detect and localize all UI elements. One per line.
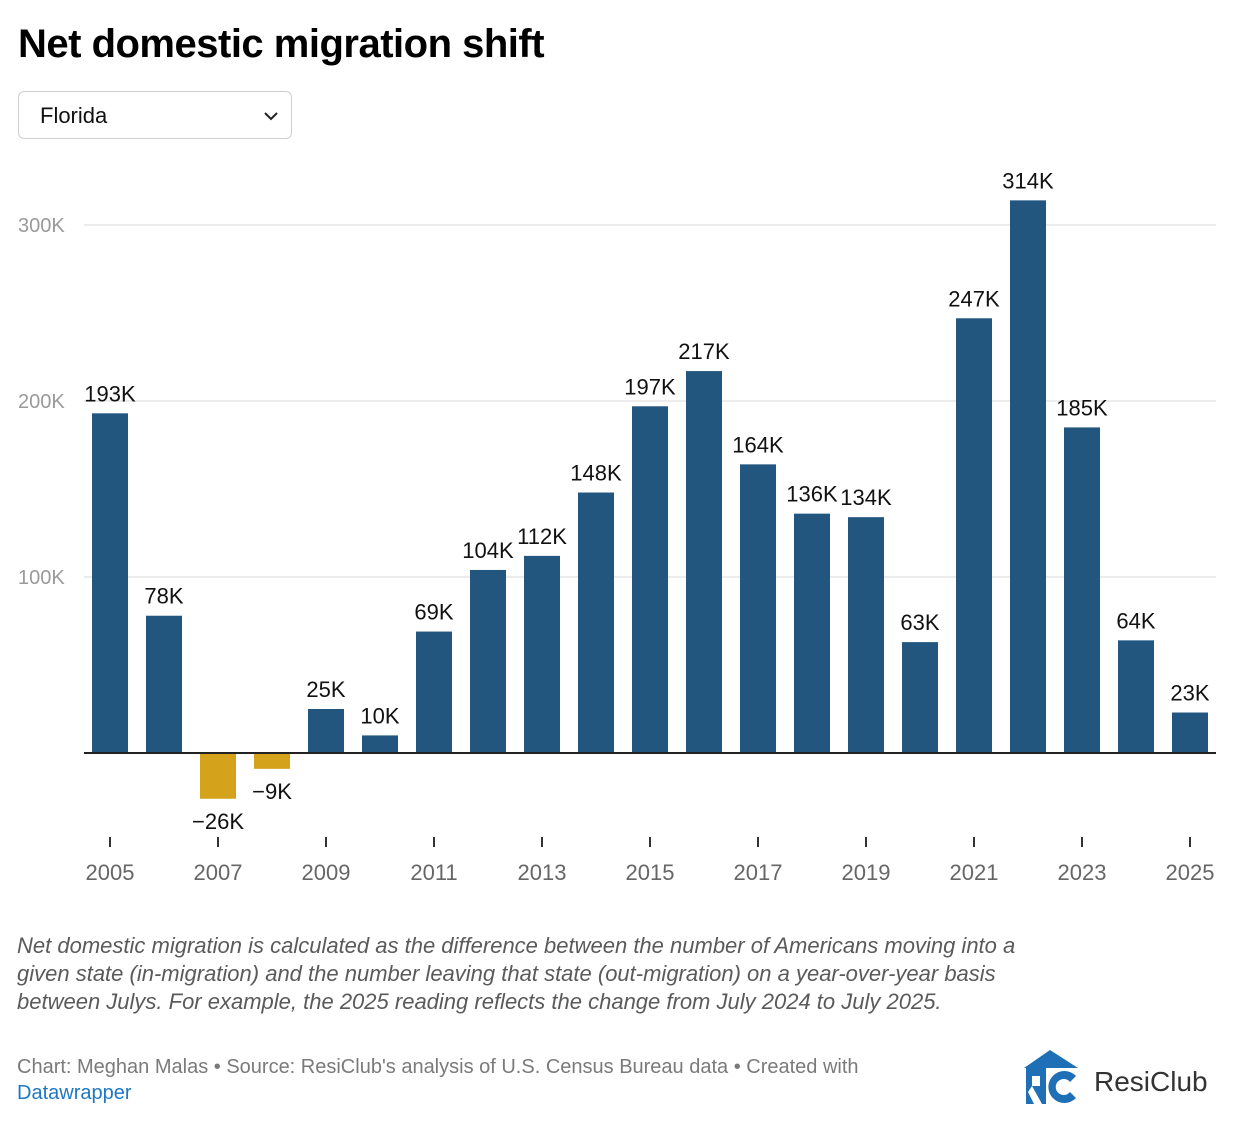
y-tick-label: 100K xyxy=(18,567,65,589)
data-label-2013: 112K xyxy=(517,524,567,549)
bar-2016 xyxy=(686,371,722,753)
bar-2021 xyxy=(956,318,992,753)
y-tick-label: 200K xyxy=(18,391,65,413)
x-tick-label: 2017 xyxy=(734,860,783,885)
data-label-2007: −26K xyxy=(192,809,244,834)
bar-2006 xyxy=(146,615,182,753)
x-tick-label: 2023 xyxy=(1058,860,1107,885)
data-label-2009: 25K xyxy=(306,677,345,702)
data-label-2014: 148K xyxy=(570,461,622,486)
data-label-2011: 69K xyxy=(414,600,453,625)
x-tick-label: 2015 xyxy=(626,860,675,885)
state-dropdown[interactable]: Florida xyxy=(18,91,292,139)
data-label-2021: 247K xyxy=(948,286,1000,311)
x-tick-label: 2025 xyxy=(1166,860,1215,885)
bar-2008 xyxy=(254,753,290,769)
bar-2015 xyxy=(632,406,668,753)
data-label-2015: 197K xyxy=(624,374,676,399)
bar-2020 xyxy=(902,642,938,753)
data-label-2010: 10K xyxy=(360,703,399,728)
bar-2014 xyxy=(578,492,614,753)
data-label-2006: 78K xyxy=(144,584,183,609)
data-label-2018: 136K xyxy=(786,482,838,507)
bar-2023 xyxy=(1064,427,1100,753)
bar-2007 xyxy=(200,753,236,799)
bar-2011 xyxy=(416,631,452,753)
dropdown-selected-value: Florida xyxy=(40,103,108,128)
bar-2018 xyxy=(794,513,830,753)
chevron-down-icon xyxy=(264,112,278,121)
data-label-2022: 314K xyxy=(1002,168,1054,193)
bar-chart: 100K200K300K193K78K−26K−9K25K10K69K104K1… xyxy=(18,168,1216,885)
credit-text: Chart: Meghan Malas • Source: ResiClub's… xyxy=(17,1056,859,1078)
bar-2012 xyxy=(470,569,506,753)
x-tick-label: 2011 xyxy=(410,860,457,885)
bar-2025 xyxy=(1172,712,1208,753)
x-tick-label: 2005 xyxy=(86,860,135,885)
bar-2017 xyxy=(740,464,776,753)
data-label-2020: 63K xyxy=(900,610,939,635)
data-label-2012: 104K xyxy=(462,538,514,563)
x-tick-label: 2009 xyxy=(302,860,351,885)
logo-text: ResiClub xyxy=(1094,1066,1208,1097)
resiclub-logo: ResiClub xyxy=(1020,1046,1220,1106)
x-tick-label: 2013 xyxy=(518,860,567,885)
bar-2005 xyxy=(92,413,128,753)
chart-title: Net domestic migration shift xyxy=(18,22,545,66)
data-label-2008: −9K xyxy=(252,779,292,804)
data-label-2016: 217K xyxy=(678,339,730,364)
data-label-2019: 134K xyxy=(840,485,892,510)
chart-note: Net domestic migration is calculated as … xyxy=(17,933,1016,1014)
bar-2010 xyxy=(362,735,398,753)
x-tick-label: 2021 xyxy=(950,860,999,885)
bar-2022 xyxy=(1010,200,1046,754)
datawrapper-link[interactable]: Datawrapper xyxy=(17,1082,132,1104)
data-label-2005: 193K xyxy=(84,381,136,406)
x-tick-label: 2007 xyxy=(194,860,243,885)
x-tick-label: 2019 xyxy=(842,860,891,885)
chart-credit: Chart: Meghan Malas • Source: ResiClub's… xyxy=(17,1054,977,1106)
y-tick-label: 300K xyxy=(18,215,65,237)
bar-2024 xyxy=(1118,640,1154,753)
bar-2013 xyxy=(524,555,560,753)
data-label-2025: 23K xyxy=(1170,681,1209,706)
resiclub-logo-icon xyxy=(1024,1050,1078,1104)
data-label-2023: 185K xyxy=(1056,395,1108,420)
data-label-2017: 164K xyxy=(732,432,784,457)
bar-2019 xyxy=(848,517,884,753)
data-label-2024: 64K xyxy=(1116,608,1155,633)
bar-2009 xyxy=(308,709,344,753)
